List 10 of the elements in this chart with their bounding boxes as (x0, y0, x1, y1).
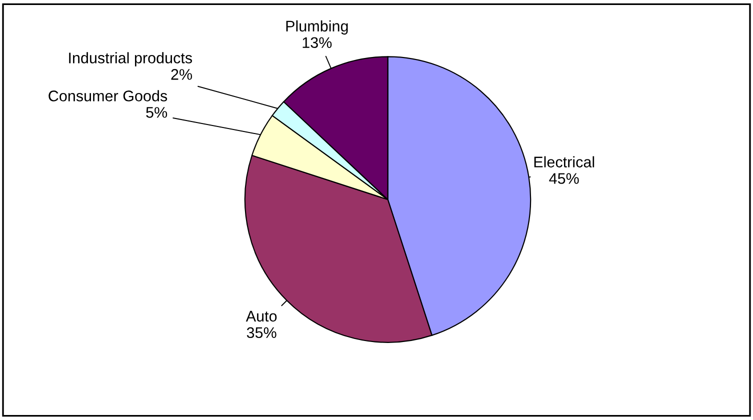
data-label: 13% (302, 37, 332, 48)
slice-label: Plumbing (286, 20, 348, 35)
slice-label: Consumer Goods (48, 90, 168, 102)
data-label: 5% (146, 107, 168, 118)
data-label: 35% (246, 327, 276, 338)
slice-label: Electrical (534, 156, 594, 168)
slice-label: Industrial products (69, 52, 192, 66)
data-label: 2% (171, 69, 192, 80)
data-label: 45% (549, 173, 579, 184)
slice-label: Auto (246, 310, 277, 322)
